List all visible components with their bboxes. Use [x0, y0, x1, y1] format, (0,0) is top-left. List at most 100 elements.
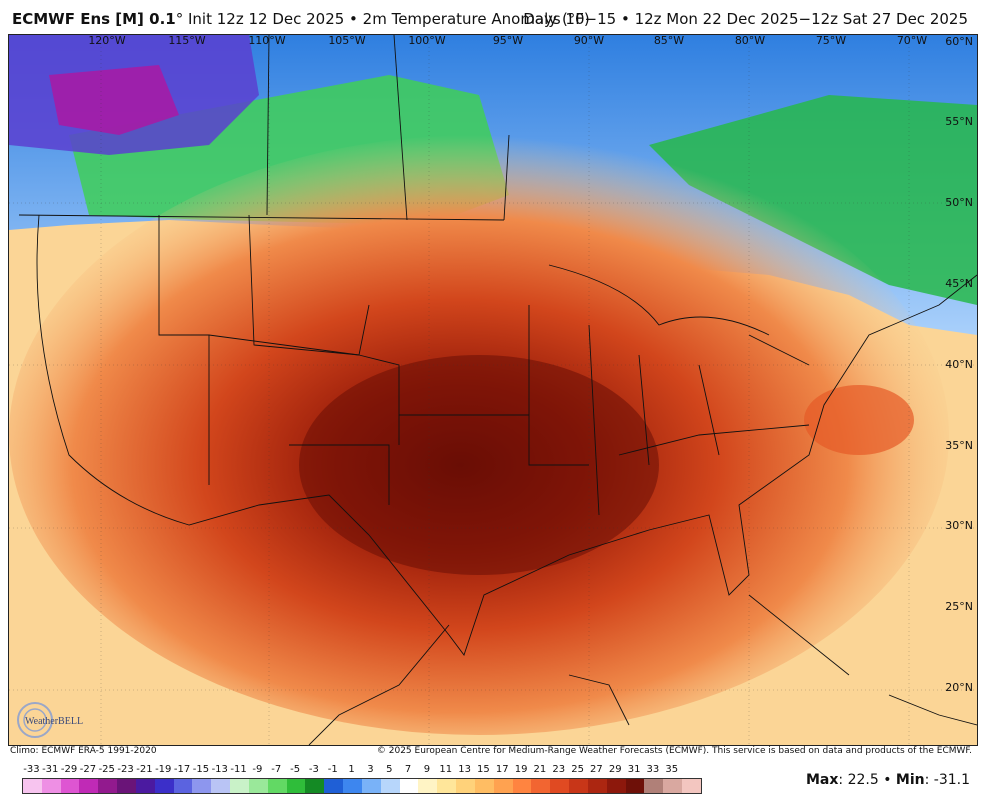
anomaly-map[interactable]: 120°W 115°W 110°W 105°W 100°W 95°W 90°W … [8, 34, 978, 746]
logo-text: WeatherBELL [25, 716, 83, 727]
colorbar [22, 778, 702, 794]
min-value: : -31.1 [924, 772, 970, 788]
lat-label-30n: 30°N [945, 519, 973, 532]
lat-label-60n: 60°N [945, 35, 973, 48]
colorbar-label: 9 [423, 764, 431, 775]
model-name: ECMWF Ens [M] 0.1 [12, 10, 176, 28]
title-left: ECMWF Ens [M] 0.1° Init 12z 12 Dec 2025 … [12, 10, 590, 28]
lon-label-95w: 95°W [492, 34, 524, 47]
colorbar-label: 17 [495, 764, 509, 775]
lon-label-80w: 80°W [734, 34, 766, 47]
colorbar-swatch [117, 779, 136, 793]
lon-label-75w: 75°W [815, 34, 847, 47]
map-graphic [9, 35, 977, 745]
colorbar-labels: -33 -31 -29 -27 -25 -23 -21 -19 -17 -15 -13 -11 -9 -7… [10, 764, 710, 778]
colorbar-label: 25 [571, 764, 584, 775]
colorbar-swatch [267, 779, 287, 793]
colorbar-label: -1 [327, 764, 338, 775]
lon-label-70w: 70°W [896, 34, 928, 47]
lon-label-120w: 120°W [88, 34, 126, 47]
colorbar-label: 21 [533, 764, 547, 775]
colorbar-label: 7 [404, 764, 412, 775]
colorbar-swatch [493, 779, 513, 793]
colorbar-label: -9 [252, 764, 263, 775]
colorbar-swatch [230, 779, 249, 793]
colorbar-label: -21 [136, 764, 153, 775]
climo-note: Climo: ECMWF ERA-5 1991-2020 [10, 746, 157, 756]
lon-label-90w: 90°W [573, 34, 605, 47]
lat-label-35n: 35°N [945, 439, 973, 452]
colorbar-label: -11 [230, 764, 247, 775]
colorbar-swatch [550, 779, 570, 793]
colorbar-swatch [343, 779, 362, 793]
colorbar-swatch [587, 779, 607, 793]
lon-label-110w: 110°W [248, 34, 286, 47]
colorbar-swatch [60, 779, 80, 793]
colorbar-swatch [173, 779, 193, 793]
colorbar-swatch [663, 779, 682, 793]
colorbar-label: -3 [308, 764, 319, 775]
colorbar-swatch [41, 779, 61, 793]
colorbar-swatch [606, 779, 626, 793]
lon-label-100w: 100°W [408, 34, 446, 47]
lon-label-85w: 85°W [653, 34, 685, 47]
colorbar-label: -33 [23, 764, 40, 775]
colorbar-label: 29 [608, 764, 622, 775]
colorbar-label: -25 [98, 764, 115, 775]
lon-label-105w: 105°W [328, 34, 366, 47]
colorbar-swatch [437, 779, 457, 793]
lat-label-55n: 55°N [945, 115, 973, 128]
colorbar-label: 1 [348, 764, 355, 775]
lat-label-40n: 40°N [945, 358, 973, 371]
colorbar-swatch [98, 779, 118, 793]
colorbar-swatch [681, 779, 701, 793]
title-right: Days 10−15 • 12z Mon 22 Dec 2025−12z Sat… [523, 10, 968, 28]
colorbar-label: 23 [552, 764, 566, 775]
colorbar-label: 5 [386, 764, 393, 775]
colorbar-swatch [192, 779, 212, 793]
colorbar-swatch [380, 779, 400, 793]
colorbar-swatch [512, 779, 532, 793]
colorbar-swatch [23, 779, 42, 793]
colorbar-swatch [474, 779, 494, 793]
max-min-stats: Max: 22.5 • Min: -31.1 [806, 772, 970, 788]
colorbar-swatch [324, 779, 344, 793]
colorbar-label: 19 [514, 764, 528, 775]
heat-anomaly-center [299, 355, 659, 575]
colorbar-label: -23 [117, 764, 134, 775]
colorbar-label: -13 [211, 764, 228, 775]
colorbar-swatch [456, 779, 475, 793]
colorbar-label: 13 [458, 764, 471, 775]
lat-label-50n: 50°N [945, 196, 973, 209]
colorbar-swatch [399, 779, 419, 793]
colorbar-swatch [569, 779, 588, 793]
max-label: Max [805, 772, 839, 788]
colorbar-label: 31 [627, 764, 641, 775]
colorbar-swatch [248, 779, 268, 793]
colorbar-label: -17 [173, 764, 191, 775]
colorbar-label: -5 [290, 764, 301, 775]
colorbar-swatch [154, 779, 174, 793]
colorbar-swatch [644, 779, 664, 793]
weatherbell-logo: WeatherBELL [17, 702, 83, 738]
colorbar-label: 33 [646, 764, 660, 775]
colorbar-label: -27 [79, 764, 97, 775]
east-coast-warm [804, 385, 914, 455]
colorbar-swatch [361, 779, 381, 793]
colorbar-label: -31 [42, 764, 59, 775]
min-label: Min [895, 772, 925, 788]
colorbar-label: -7 [271, 764, 282, 775]
colorbar-label: -29 [60, 764, 78, 775]
init-info: ° Init 12z 12 Dec 2025 • 2m Temperature … [175, 10, 590, 28]
lat-label-25n: 25°N [945, 600, 973, 613]
lat-label-45n: 45°N [945, 277, 973, 290]
colorbar-label: 35 [665, 764, 679, 775]
copyright-note: © 2025 European Centre for Medium-Range … [376, 746, 972, 756]
colorbar-swatch [211, 779, 231, 793]
colorbar-swatch [531, 779, 551, 793]
colorbar-label: -19 [155, 764, 172, 775]
colorbar-label: 3 [367, 764, 374, 775]
colorbar-swatch [286, 779, 306, 793]
graticule [9, 35, 977, 745]
green-anomaly-east [649, 95, 977, 305]
